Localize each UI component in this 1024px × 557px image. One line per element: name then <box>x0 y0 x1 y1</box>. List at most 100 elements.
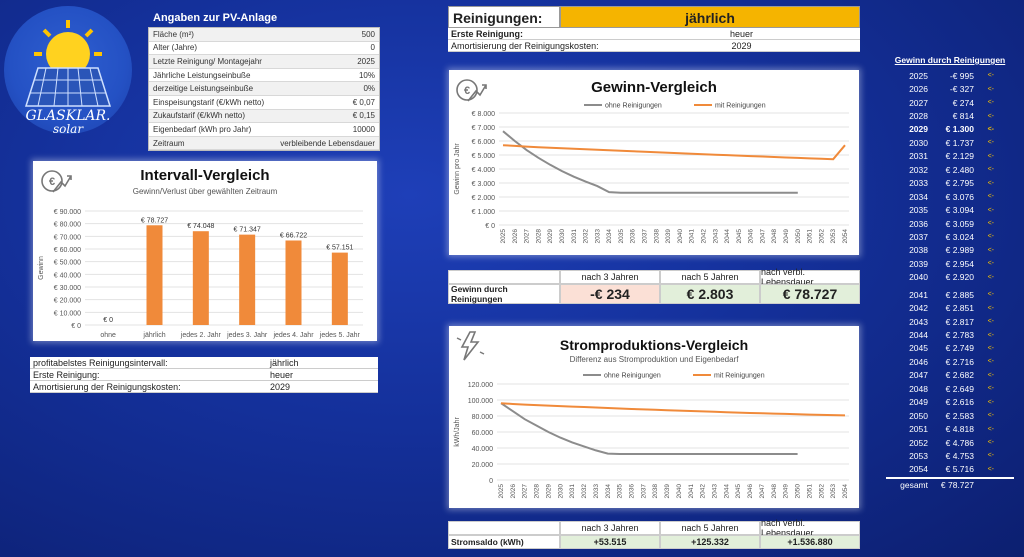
svg-text:€: € <box>464 85 470 97</box>
gewinn-list-row: 2049 € 2.616 <- <box>886 396 1014 409</box>
y-tick-label: € 0 <box>71 323 81 330</box>
pv-row-value: 0% <box>363 84 375 94</box>
gewinn-list-year: 2050 <box>909 410 928 421</box>
gewinn-list-row: 2028 € 814 <- <box>886 109 1014 122</box>
info-value: 2029 <box>270 381 291 392</box>
gewinn-list-year: 2047 <box>909 370 928 381</box>
legend-label: mit Reinigungen <box>715 103 766 110</box>
reinigungen-box: Reinigungen: jährlich Erste Reinigung: h… <box>448 6 860 52</box>
arrow-left-icon: <- <box>987 85 994 93</box>
y-tick-label: € 20.000 <box>54 298 81 305</box>
x-tick-label: 2045 <box>735 484 742 499</box>
y-tick-label: € 6.000 <box>472 139 495 146</box>
x-tick-label: 2046 <box>748 229 755 244</box>
logo-subtext: solar <box>52 122 84 136</box>
gewinn-list-value: € 2.583 <box>945 410 974 421</box>
summary-header-row: nach 3 Jahren nach 5 Jahren nach verbl. Le… <box>448 518 860 538</box>
pv-table: Fläche (m²) 500 Alter (Jahre) 0 Letzte Reini… <box>148 27 380 152</box>
gewinn-list-value: € 2.783 <box>945 330 974 341</box>
gewinn-list-year: 2045 <box>909 343 928 354</box>
gewinn-list-row: 2052 € 4.786 <- <box>886 436 1014 449</box>
y-tick-label: € 60.000 <box>54 247 81 254</box>
arrow-left-icon: <- <box>987 331 994 339</box>
arrow-left-icon: <- <box>987 398 994 406</box>
x-tick-label: jährlich <box>142 332 165 339</box>
y-tick-label: 0 <box>489 478 493 485</box>
arrow-left-icon: <- <box>987 291 994 299</box>
gewinn-list-year: 2036 <box>909 218 928 229</box>
x-tick-label: jedes 3. Jahr <box>226 332 268 339</box>
gewinn-list-year: 2033 <box>909 178 928 189</box>
reinigungen-value[interactable]: jährlich <box>560 6 860 28</box>
x-tick-label: 2026 <box>512 229 519 244</box>
sun-panel-icon <box>24 20 112 107</box>
erste-reinigung-label: Erste Reinigung: <box>451 28 524 39</box>
euro-growth-icon: € <box>41 170 72 193</box>
gewinn-list-year: 2046 <box>909 356 928 367</box>
y-tick-label: € 8.000 <box>472 111 495 118</box>
pv-row-value: 10000 <box>352 124 375 134</box>
gewinn-list-row: 2031 € 2.129 <- <box>886 150 1014 163</box>
x-tick-label: 2052 <box>818 484 825 499</box>
bar-value-label: € 71.347 <box>234 227 261 234</box>
gewinn-list-year: 2044 <box>909 330 928 341</box>
gewinn-total-label: gesamt <box>900 479 928 490</box>
gewinn-list-value: € 2.851 <box>945 303 974 314</box>
x-tick-label: 2028 <box>535 229 542 244</box>
gewinn-list-value: € 3.059 <box>945 218 974 229</box>
summary-label: Gewinn durch Reinigungen <box>448 284 560 304</box>
svg-text:€: € <box>49 176 55 188</box>
arrow-left-icon: <- <box>987 273 994 281</box>
x-tick-label: jedes 4. Jahr <box>272 332 314 339</box>
gewinn-list-row: 2051 € 4.818 <- <box>886 422 1014 435</box>
y-axis-label: kWh/Jahr <box>454 417 461 447</box>
x-tick-label: 2036 <box>628 484 635 499</box>
series-line <box>500 402 846 417</box>
gewinn-list-value: € 2.749 <box>945 343 974 354</box>
x-tick-label: 2047 <box>759 229 766 244</box>
gewinn-panel: € Gewinn-Vergleich € 0 € 1.000 € 2.000 € 3.… <box>449 70 859 255</box>
gewinn-list-value: € 814 <box>952 111 974 122</box>
x-tick-label: 2042 <box>700 229 707 244</box>
gewinn-list-title: Gewinn durch Reinigungen <box>894 55 1006 65</box>
y-tick-label: 60.000 <box>472 430 494 437</box>
arrow-left-icon: <- <box>987 465 994 473</box>
arrow-left-icon: <- <box>987 206 994 214</box>
gewinn-per-year-list: Gewinn durch Reinigungen 2025 -€ 995 <- 202… <box>886 55 1014 491</box>
pv-row-value: 2025 <box>357 56 375 66</box>
pv-row-value: 0 <box>370 43 375 53</box>
strom-subtitle: Differenz aus Stromproduktion und Eigenb… <box>569 355 739 364</box>
gewinn-list-value: € 274 <box>952 97 974 108</box>
legend-label: mit Reinigungen <box>714 373 765 380</box>
gewinn-list-year: 2048 <box>909 383 928 394</box>
x-tick-label: 2052 <box>818 229 825 244</box>
y-tick-label: € 0 <box>485 223 495 230</box>
arrow-left-icon: <- <box>987 152 994 160</box>
gewinn-list-row: 2040 € 2.920 <- <box>886 271 1014 284</box>
pv-row-value: € 0,07 <box>352 97 375 107</box>
y-tick-label: € 4.000 <box>472 167 495 174</box>
x-tick-label: 2030 <box>559 229 566 244</box>
summary-header: nach 3 Jahren <box>560 270 660 284</box>
gewinn-list-year: 2039 <box>909 258 928 269</box>
pv-row-label: Jährliche Leistungseinbuße <box>153 70 251 80</box>
amortisierung-label: Amortisierung der Reinigungskosten: <box>451 40 599 51</box>
arrow-left-icon: <- <box>987 166 994 174</box>
gewinn-list-row: 2054 € 5.716 <- <box>886 463 1014 476</box>
intervall-info-table: profitabelstes Reinigungsintervall: jährl… <box>30 357 378 393</box>
y-tick-label: 80.000 <box>472 414 494 421</box>
pv-row: Alter (Jahre) 0 <box>149 42 379 56</box>
bar <box>192 231 209 325</box>
euro-growth-icon: € <box>456 79 487 102</box>
x-tick-label: jedes 2. Jahr <box>180 332 222 339</box>
x-tick-label: 2043 <box>712 484 719 499</box>
bar <box>239 234 256 325</box>
y-tick-label: € 1.000 <box>472 209 495 216</box>
x-tick-label: 2044 <box>723 484 730 499</box>
gewinn-list-value: € 2.682 <box>945 370 974 381</box>
summary-value: +125.332 <box>660 535 760 549</box>
pv-row: Letzte Reinigung/ Montagejahr 2025 <box>149 55 379 69</box>
gewinn-list-value: € 2.885 <box>945 289 974 300</box>
company-logo: GLASKLAR. solar <box>4 6 132 136</box>
x-tick-label: 2042 <box>700 484 707 499</box>
